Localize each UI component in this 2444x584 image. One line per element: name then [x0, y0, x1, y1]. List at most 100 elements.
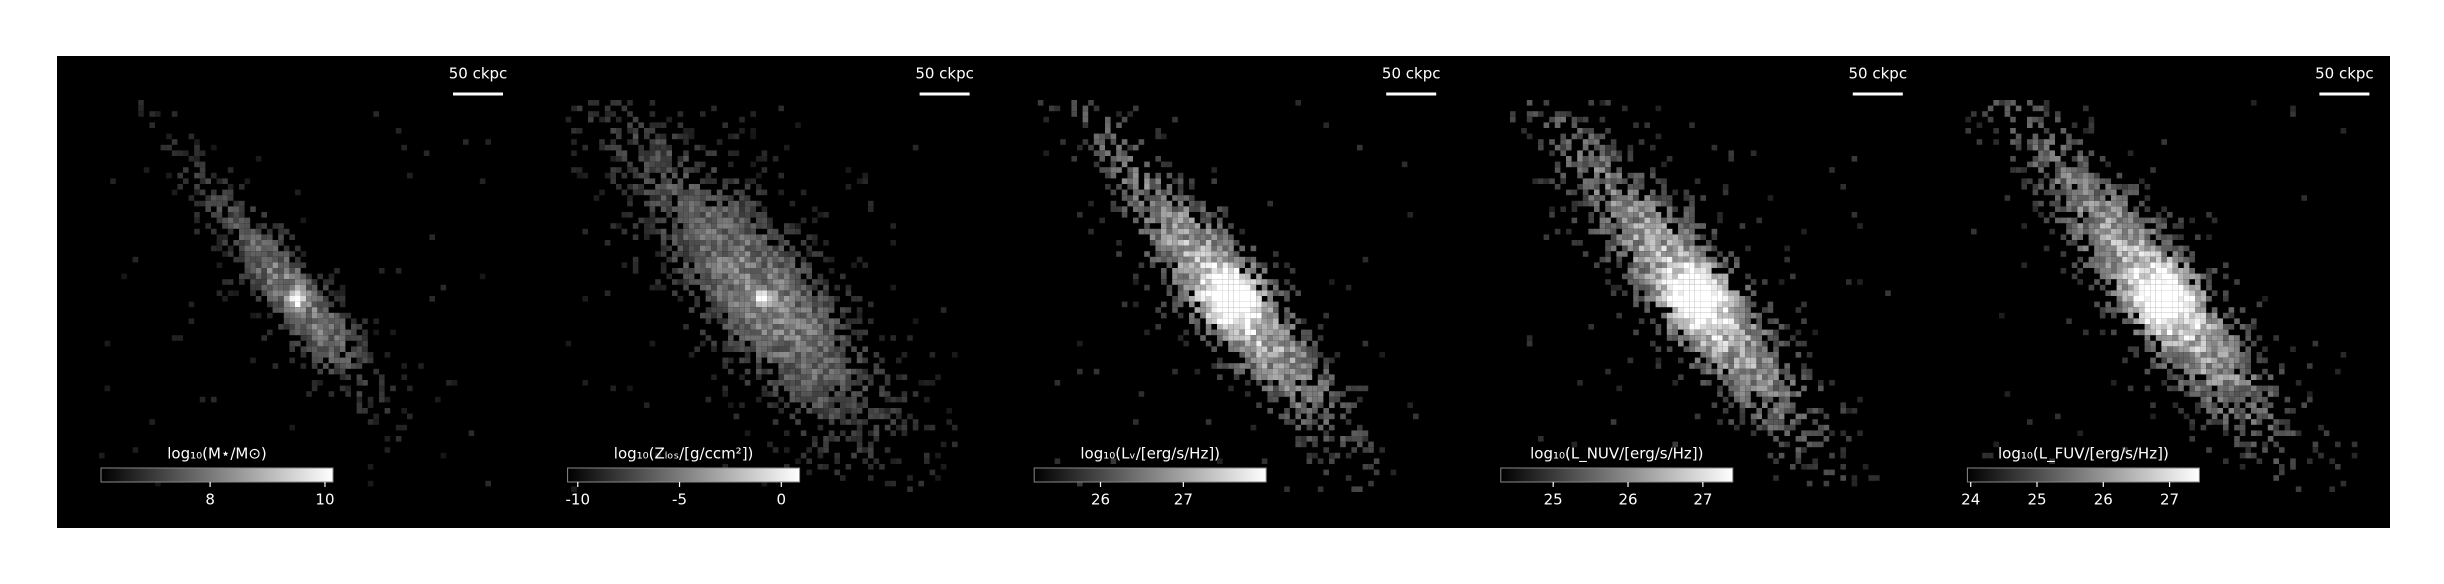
pixel [1183, 256, 1189, 263]
pixel [255, 273, 262, 280]
pixel [1082, 111, 1089, 117]
pixel [2071, 195, 2078, 201]
pixel [1306, 346, 1313, 352]
pixel [1312, 346, 1318, 352]
pixel [2077, 234, 2083, 240]
pixel [683, 256, 689, 263]
pixel [255, 240, 262, 246]
pixel [817, 424, 824, 431]
pixel [711, 273, 717, 280]
pixel [244, 273, 251, 280]
pixel [862, 396, 868, 403]
pixel [896, 396, 902, 403]
pixel [2127, 245, 2134, 252]
pixel [1205, 251, 1212, 257]
pixel [1689, 206, 1695, 212]
pixel [188, 301, 195, 308]
pixel [1278, 391, 1285, 397]
pixel [216, 195, 223, 201]
pixel [2172, 385, 2179, 392]
pixel [2139, 268, 2145, 274]
pixel [1217, 357, 1223, 364]
pixel [817, 329, 824, 336]
pixel [784, 340, 790, 347]
pixel [784, 284, 790, 291]
pixel [649, 217, 656, 224]
pixel [1700, 312, 1706, 319]
pixel [2155, 262, 2162, 268]
pixel [823, 335, 829, 341]
pixel [1155, 195, 1161, 201]
pixel [1526, 111, 1533, 117]
pixel [1155, 178, 1161, 184]
pixel [924, 396, 930, 403]
pixel [1228, 329, 1234, 336]
pixel [2071, 178, 2078, 184]
pixel [160, 144, 167, 151]
pixel [2077, 200, 2083, 207]
pixel [2200, 363, 2207, 369]
pixel [1256, 307, 1262, 313]
pixel [828, 402, 835, 408]
pixel [2217, 340, 2223, 347]
pixel [812, 329, 818, 336]
pixel [289, 284, 295, 291]
pixel [2105, 307, 2111, 313]
pixel [649, 178, 656, 184]
pixel [1638, 206, 1645, 212]
pixel [616, 144, 622, 151]
pixel [1706, 301, 1712, 308]
pixel [772, 296, 779, 302]
pixel [317, 346, 323, 352]
pixel [1672, 307, 1678, 313]
pixel [761, 240, 768, 246]
pixel [1638, 251, 1645, 257]
pixel [2060, 144, 2067, 151]
pixel [666, 273, 672, 280]
pixel [2133, 245, 2139, 252]
pixel [239, 228, 245, 235]
pixel [1345, 408, 1352, 414]
pixel [1762, 346, 1768, 352]
pixel [1739, 296, 1746, 302]
pixel [728, 284, 734, 291]
pixel [1217, 256, 1223, 263]
pixel [1172, 240, 1178, 246]
pixel [1566, 144, 1572, 151]
pixel [2301, 402, 2307, 408]
pixel [627, 122, 633, 128]
pixel [728, 273, 734, 280]
pixel [716, 217, 723, 224]
pixel [789, 396, 796, 403]
pixel [1610, 144, 1617, 151]
pixel [778, 312, 784, 319]
pixel [278, 223, 284, 229]
pixel [1379, 447, 1385, 453]
pixel [1599, 150, 1606, 156]
pixel [244, 178, 251, 184]
pixel [1762, 363, 1768, 369]
pixel [1082, 122, 1089, 128]
pixel [756, 223, 762, 229]
pixel [2122, 245, 2128, 252]
pixel [728, 346, 734, 352]
pixel [345, 363, 351, 369]
pixel [2200, 368, 2207, 375]
pixel [1228, 284, 1234, 291]
pixel [1778, 324, 1785, 330]
pixel [267, 279, 273, 285]
pixel [2167, 262, 2173, 268]
pixel [1407, 402, 1413, 408]
pixel [716, 262, 723, 268]
pixel [1357, 144, 1363, 151]
pixel [2234, 374, 2240, 380]
pixel [155, 480, 161, 487]
pixel [660, 133, 667, 140]
pixel [2251, 374, 2257, 380]
pixel [2234, 346, 2240, 352]
pixel [2217, 335, 2223, 341]
pixel [1661, 240, 1667, 246]
pixel [1301, 402, 1307, 408]
pixel [1149, 217, 1156, 224]
pixel [660, 167, 667, 173]
